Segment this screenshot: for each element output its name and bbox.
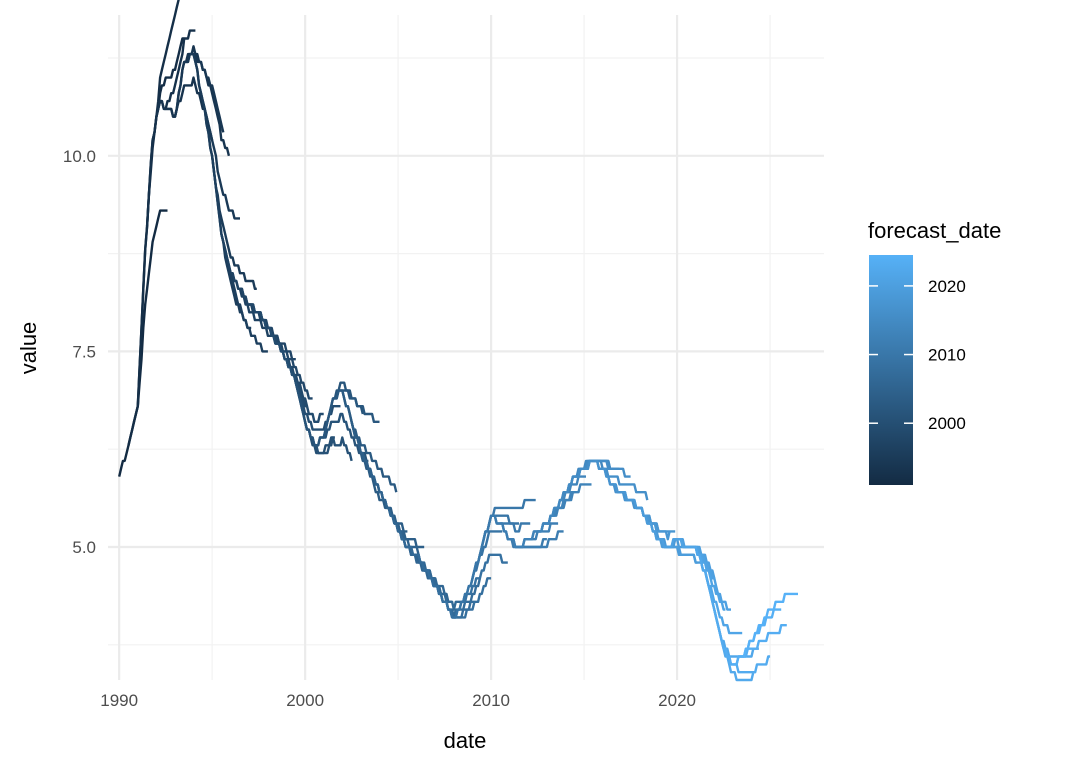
legend-ticks: 2000 2010 2020 [869,277,966,433]
y-axis-ticks: 5.0 7.5 10.0 [63,147,96,557]
legend-tick-label: 2010 [928,346,966,365]
y-tick-label: 10.0 [63,147,96,166]
x-axis-title: date [444,728,487,753]
legend-title: forecast_date [868,218,1001,243]
x-tick-label: 2010 [472,691,510,710]
legend-colorbar [869,255,913,485]
forecast-series-line [145,29,196,227]
major-gridlines [108,15,824,680]
forecast-series-line [703,570,755,682]
forecast-series-line [379,491,436,580]
forecast-series [118,0,798,682]
y-tick-label: 7.5 [72,342,96,361]
forecast-series-line [127,37,185,446]
forecast-series-line [369,468,420,556]
forecast-series-line [742,592,798,658]
minor-gridlines [108,15,824,680]
x-axis-ticks: 1990 2000 2010 2020 [100,691,696,710]
x-tick-label: 1990 [100,691,138,710]
forecast-series-line [649,522,698,564]
forecast-series-line [509,522,559,549]
forecast-series-line [584,459,649,501]
y-tick-label: 5.0 [72,538,96,557]
color-legend: forecast_date 2000 2010 2020 [868,218,1001,485]
x-tick-label: 2000 [286,691,324,710]
x-tick-label: 2020 [658,691,696,710]
legend-tick-label: 2000 [928,414,966,433]
forecast-series-line [453,530,503,619]
forecast-series-line [118,209,168,477]
y-axis-title: value [16,322,41,375]
forecast-series-line [173,52,225,133]
forecast-series-line [220,233,285,353]
forecast-series-line [480,514,531,548]
legend-tick-label: 2020 [928,277,966,296]
forecast-series-line [360,451,425,549]
forecast-series-line [240,287,296,361]
forecast-series-line [732,608,782,666]
forecast-series-line [677,538,726,611]
